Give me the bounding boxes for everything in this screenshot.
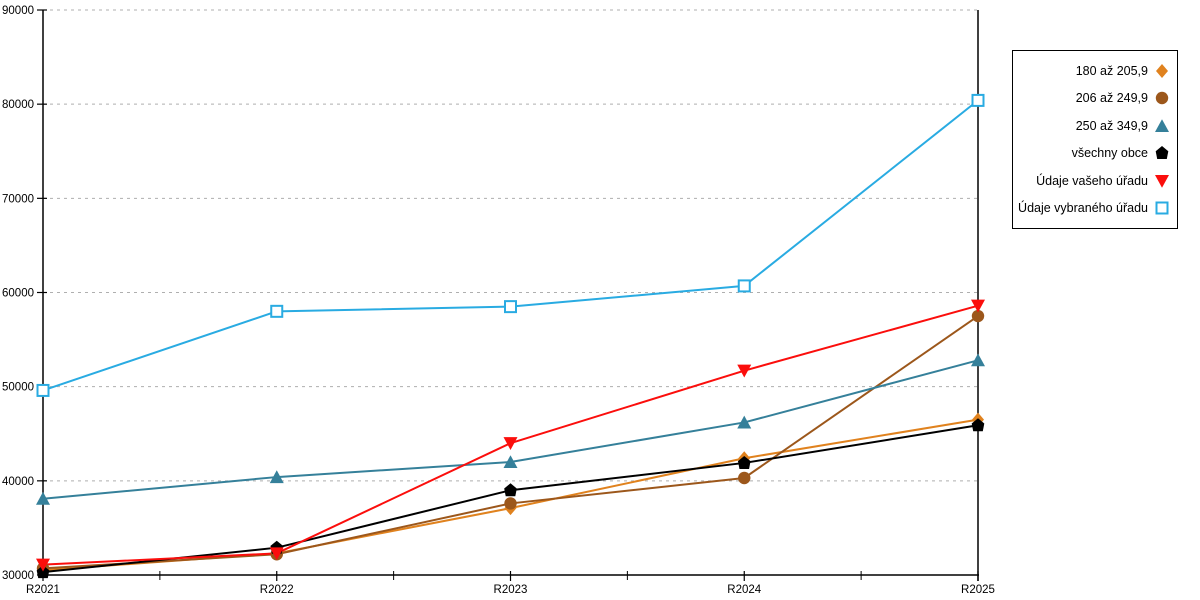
circle-icon <box>1155 92 1169 105</box>
legend-label: 206 až 249,9 <box>1075 91 1148 105</box>
triangle-down-icon <box>1154 173 1170 189</box>
data-point-series-4 <box>503 437 518 450</box>
x-tick-label: R2024 <box>727 584 761 596</box>
triangle-down-icon <box>1155 174 1169 188</box>
series-line-5 <box>42 99 979 392</box>
data-point-series-4 <box>737 364 752 378</box>
triangle-up-icon <box>1155 118 1169 132</box>
open-square-icon <box>1154 200 1170 216</box>
data-point-series-1 <box>504 497 517 510</box>
data-point-series-2 <box>737 415 752 429</box>
legend-item-4: Údaje vašeho úřadu <box>1018 173 1170 189</box>
diamond-icon <box>1156 63 1168 78</box>
y-tick-label: 60000 <box>2 288 34 300</box>
data-point-series-3 <box>504 483 517 497</box>
data-point-series-5 <box>270 304 284 318</box>
data-point-series-2 <box>36 491 50 505</box>
data-point-series-4 <box>971 299 985 313</box>
y-tick-label: 50000 <box>2 382 34 394</box>
x-tick-label: R2022 <box>260 584 294 596</box>
pentagon-icon <box>1154 145 1170 161</box>
data-point-series-4 <box>36 558 50 572</box>
series-line-4 <box>42 304 979 566</box>
data-point-series-4 <box>269 547 284 561</box>
legend-label: Údaje vašeho úřadu <box>1036 173 1148 188</box>
legend-item-2: 250 až 349,9 <box>1018 118 1170 134</box>
legend-item-3: všechny obce <box>1018 145 1170 161</box>
legend-label: 250 až 349,9 <box>1075 118 1148 133</box>
y-tick-label: 80000 <box>2 99 34 111</box>
y-tick-label: 30000 <box>2 570 34 582</box>
data-point-series-1 <box>971 309 985 323</box>
data-point-series-2 <box>503 455 518 468</box>
data-point-series-3 <box>737 455 751 469</box>
legend-item-1: 206 až 249,9 <box>1018 90 1170 106</box>
legend-item-5: Údaje vybraného úřadu <box>1018 200 1170 216</box>
data-point-series-3 <box>971 418 985 432</box>
legend-label: Údaje vybraného úřadu <box>1018 201 1148 215</box>
data-point-series-2 <box>269 470 284 484</box>
data-point-series-5 <box>504 300 517 314</box>
data-point-series-5 <box>737 279 751 293</box>
legend-box: 180 až 205,9 206 až 249,9 250 až 349,9 všec… <box>1012 50 1178 229</box>
data-point-series-1 <box>738 471 751 485</box>
data-point-series-3 <box>36 565 50 579</box>
y-tick-label: 40000 <box>2 476 34 488</box>
data-point-series-5 <box>971 93 985 107</box>
diamond-icon <box>1154 63 1170 79</box>
y-tick-label: 70000 <box>2 193 34 205</box>
series-line-2 <box>42 359 979 500</box>
circle-icon <box>1154 90 1170 106</box>
x-tick-label: R2021 <box>26 584 60 596</box>
legend-label: 180 až 205,9 <box>1075 63 1148 78</box>
legend-item-0: 180 až 205,9 <box>1018 63 1170 79</box>
x-tick-label: R2025 <box>961 584 995 596</box>
legend-label: všechny obce <box>1071 146 1148 160</box>
open-square-icon <box>1155 201 1169 215</box>
data-point-series-5 <box>36 383 50 397</box>
y-tick-label: 90000 <box>2 5 34 17</box>
triangle-up-icon <box>1154 118 1170 134</box>
data-point-series-2 <box>971 353 985 367</box>
x-tick-label: R2023 <box>494 584 528 596</box>
pentagon-icon <box>1155 146 1169 160</box>
